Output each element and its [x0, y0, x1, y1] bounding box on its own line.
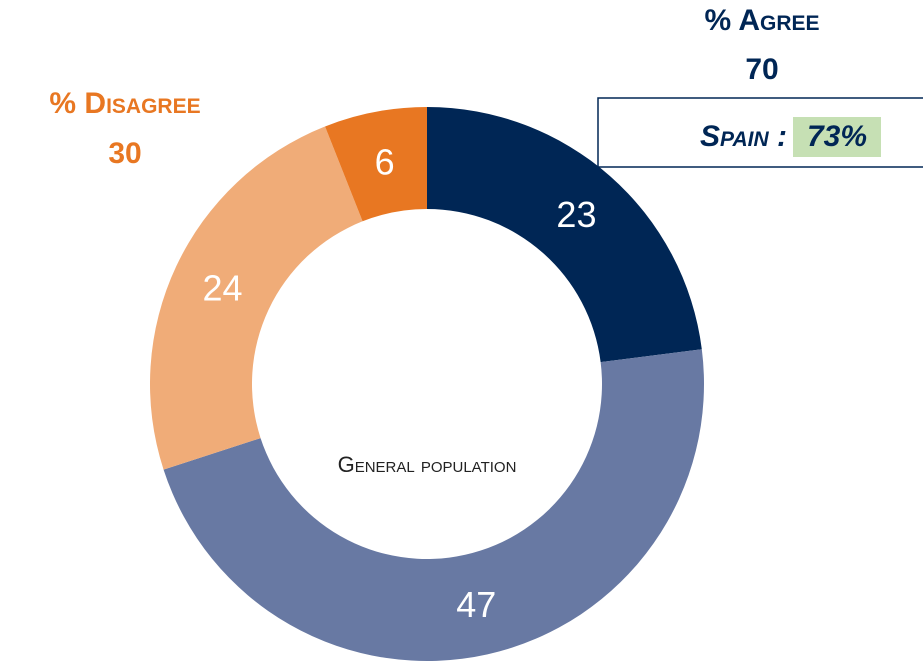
data-label: 24	[202, 267, 242, 308]
data-label: 6	[375, 142, 395, 183]
center-label: General population	[338, 452, 517, 477]
callout-highlight	[793, 117, 881, 157]
donut-slice	[325, 107, 427, 222]
donut-slice	[163, 349, 704, 662]
agree-value: 70	[745, 53, 778, 86]
donut-slice	[427, 107, 702, 363]
data-label: 23	[556, 194, 596, 235]
disagree-value: 30	[108, 137, 141, 170]
callout-label: Spain :	[700, 120, 787, 153]
callout-value: 73%	[807, 120, 867, 153]
agree-label: % Agree	[704, 4, 819, 37]
data-label: 47	[456, 584, 496, 625]
disagree-label: % Disagree	[49, 87, 200, 120]
donut-slice	[150, 126, 363, 470]
